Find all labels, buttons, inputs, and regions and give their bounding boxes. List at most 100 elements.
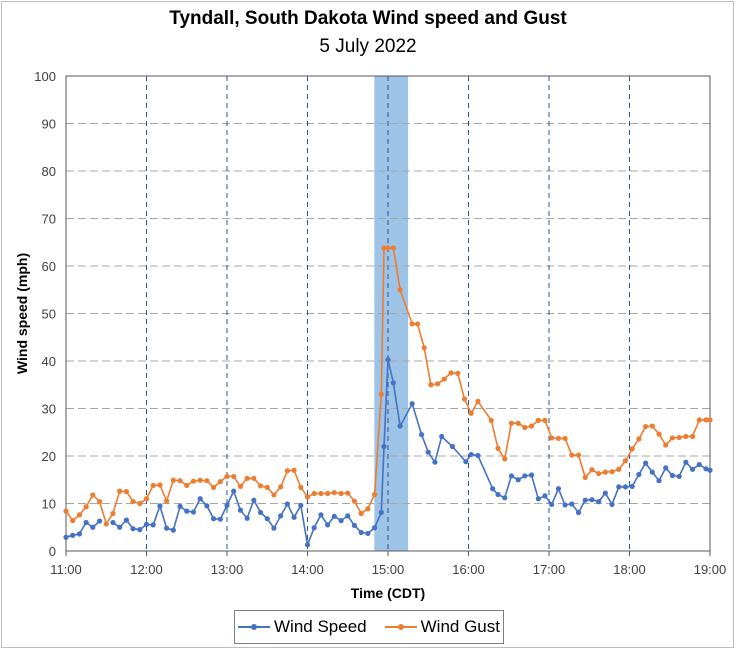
data-point-wind-gust — [502, 456, 508, 462]
data-point-wind-speed — [683, 459, 689, 465]
data-point-wind-gust — [390, 245, 396, 251]
data-point-wind-speed — [596, 499, 602, 505]
data-point-wind-gust — [345, 490, 351, 496]
data-point-wind-gust — [703, 417, 709, 423]
data-point-wind-speed — [164, 525, 170, 531]
legend-item-wind-gust: Wind Gust — [384, 617, 500, 637]
data-point-wind-speed — [184, 508, 190, 514]
data-point-wind-speed — [663, 465, 669, 471]
data-point-wind-gust — [210, 484, 217, 490]
data-point-wind-gust — [358, 510, 364, 517]
data-point-wind-speed — [123, 517, 129, 523]
data-point-wind-gust — [381, 245, 387, 251]
data-point-wind-speed — [130, 526, 136, 532]
data-point-wind-gust — [177, 478, 183, 484]
data-point-wind-gust — [190, 478, 197, 484]
data-point-wind-gust — [602, 469, 608, 475]
data-point-wind-gust — [475, 398, 481, 404]
data-point-wind-speed — [237, 507, 244, 513]
data-point-wind-gust — [204, 478, 210, 484]
data-point-wind-gust — [90, 492, 96, 498]
data-point-wind-speed — [575, 509, 582, 516]
chart-subtitle: 5 July 2022 — [319, 36, 417, 57]
data-point-wind-speed — [542, 493, 548, 499]
data-point-wind-gust — [663, 442, 669, 448]
data-point-wind-speed — [569, 501, 575, 507]
data-point-wind-speed — [656, 478, 662, 484]
x-tick-label: 15:00 — [372, 562, 405, 577]
data-point-wind-speed — [331, 513, 337, 519]
data-point-wind-gust — [542, 417, 548, 423]
data-point-wind-gust — [257, 483, 264, 489]
data-point-wind-gust — [488, 417, 494, 423]
data-point-wind-speed — [696, 461, 702, 468]
data-point-wind-gust — [291, 467, 297, 473]
chart-title: Tyndall, South Dakota Wind speed and Gus… — [169, 8, 567, 29]
data-point-wind-gust — [298, 484, 304, 490]
data-point-wind-gust — [83, 504, 89, 510]
data-point-wind-speed — [622, 484, 629, 490]
data-point-wind-gust — [669, 435, 676, 441]
data-point-wind-speed — [318, 512, 324, 518]
y-tick-label: 80 — [42, 164, 56, 179]
data-point-wind-speed — [439, 433, 445, 440]
data-point-wind-gust — [468, 410, 474, 416]
data-point-wind-gust — [421, 345, 427, 351]
data-point-wind-speed — [602, 490, 608, 496]
data-point-wind-speed — [110, 519, 116, 526]
legend-item-wind-speed: Wind Speed — [238, 617, 367, 637]
data-point-wind-gust — [63, 508, 69, 514]
data-point-wind-gust — [284, 468, 290, 474]
data-point-wind-speed — [177, 503, 183, 509]
data-point-wind-speed — [345, 513, 351, 519]
data-point-wind-speed — [204, 503, 210, 509]
data-point-wind-speed — [291, 514, 297, 520]
data-point-wind-speed — [589, 497, 595, 503]
plot-area-border — [65, 75, 711, 552]
data-point-wind-speed — [224, 502, 230, 508]
data-point-wind-gust — [616, 466, 622, 472]
data-point-wind-speed — [582, 497, 588, 503]
y-tick-label: 60 — [42, 259, 56, 274]
data-point-wind-gust — [622, 458, 629, 464]
data-point-wind-gust — [157, 482, 163, 488]
data-point-wind-gust — [150, 482, 156, 489]
data-point-wind-gust — [143, 496, 150, 502]
data-point-wind-gust — [123, 489, 129, 495]
data-point-wind-speed — [157, 503, 163, 509]
data-point-wind-speed — [616, 484, 622, 490]
x-tick-label: 14:00 — [291, 562, 324, 577]
data-point-wind-speed — [83, 519, 89, 526]
legend-swatch-wind-gust — [384, 622, 417, 632]
data-point-wind-speed — [385, 356, 391, 363]
data-point-wind-gust — [683, 433, 689, 440]
series-line-wind-speed — [112, 359, 711, 548]
data-point-wind-gust — [224, 473, 230, 480]
data-point-wind-gust — [338, 490, 344, 497]
data-point-wind-speed — [365, 530, 371, 537]
data-point-wind-speed — [676, 473, 682, 480]
y-tick-label: 30 — [42, 402, 56, 417]
data-point-wind-speed — [495, 491, 501, 498]
y-axis-title: Wind speed (mph) — [14, 253, 30, 374]
data-point-wind-gust — [495, 445, 501, 451]
data-point-wind-speed — [90, 524, 96, 530]
data-point-wind-gust — [569, 452, 575, 458]
data-point-wind-speed — [432, 459, 438, 465]
data-point-wind-speed — [508, 473, 515, 479]
data-point-wind-speed — [390, 380, 396, 386]
x-tick-label: 16:00 — [452, 562, 485, 577]
data-point-wind-speed — [311, 525, 317, 531]
data-point-wind-speed — [143, 521, 150, 528]
x-tick-label: 17:00 — [533, 562, 566, 577]
data-point-wind-speed — [490, 486, 496, 492]
data-point-wind-speed — [338, 518, 344, 524]
data-point-wind-gust — [70, 518, 76, 524]
data-point-wind-speed — [463, 459, 469, 465]
data-point-wind-speed — [284, 501, 290, 507]
data-point-wind-gust — [184, 482, 190, 489]
data-point-wind-speed — [515, 477, 521, 483]
data-point-wind-gust — [231, 473, 237, 480]
data-point-wind-speed — [707, 467, 713, 473]
